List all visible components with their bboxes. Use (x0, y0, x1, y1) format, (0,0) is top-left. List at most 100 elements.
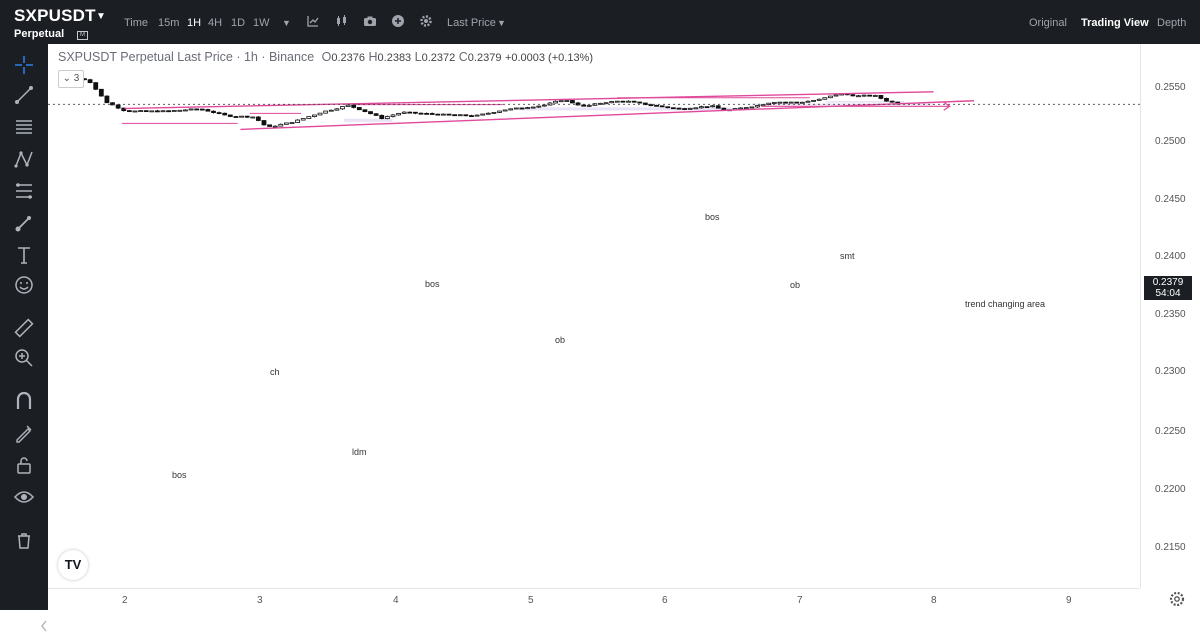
candle (805, 100, 811, 103)
time-axis-label: 9 (1066, 595, 1072, 606)
price-axis[interactable]: 0.2550 0.2500 0.2450 0.2400 0.2350 0.230… (1140, 44, 1200, 588)
zoom-in-icon[interactable] (13, 347, 35, 369)
horizontal-lines-icon[interactable] (13, 116, 35, 138)
legend-title: SXPUSDT Perpetual Last Price · 1h · Bina… (58, 50, 315, 64)
timeframe-more-chevron-icon[interactable]: ▼ (282, 18, 291, 28)
price-axis-label: 0.2500 (1155, 136, 1186, 147)
unlock-icon[interactable] (13, 454, 35, 476)
trend-arrow-head (943, 101, 951, 111)
pencil-lock-icon[interactable] (13, 422, 35, 444)
camera-icon[interactable] (363, 14, 377, 28)
bos-label: bos (705, 212, 720, 222)
candle (598, 102, 603, 105)
time-axis-label: 7 (797, 595, 803, 606)
candle (233, 116, 239, 118)
brush-icon[interactable] (13, 212, 35, 234)
candle (508, 108, 514, 111)
candle (570, 100, 575, 104)
tab-original[interactable]: Original (1029, 17, 1067, 29)
fib-icon[interactable] (13, 180, 35, 202)
candle (850, 94, 856, 97)
ruler-icon[interactable] (13, 317, 35, 339)
emoji-icon[interactable] (13, 274, 35, 296)
candle (463, 114, 469, 117)
tradingview-logo[interactable]: TV (58, 550, 88, 580)
candle (396, 113, 401, 116)
add-icon[interactable] (391, 14, 405, 28)
symbol-selector[interactable]: SXPUSDT (14, 6, 96, 25)
timeframe-1h[interactable]: 1H (187, 17, 202, 29)
candle (771, 101, 777, 104)
candle (525, 107, 530, 110)
candle (794, 101, 800, 104)
candle (833, 94, 839, 97)
timeframe-4h[interactable]: 4H (208, 17, 223, 29)
current-price: 0.2379 (1152, 277, 1184, 288)
candle (491, 112, 497, 114)
legend-collapse-button[interactable]: ⌄ 3 (58, 70, 84, 88)
time-axis-label: 3 (257, 595, 263, 606)
candle (715, 105, 721, 109)
price-chart[interactable] (48, 44, 1140, 588)
candle (884, 98, 889, 102)
trendline-icon[interactable] (13, 84, 35, 106)
legend-high-label: H (368, 50, 378, 64)
candle (384, 116, 390, 119)
timeframe-1d[interactable]: 1D (231, 17, 246, 29)
tab-depth[interactable]: Depth (1157, 17, 1187, 29)
text-icon[interactable] (13, 244, 35, 266)
candle (300, 118, 306, 121)
candle (199, 108, 205, 111)
crosshair-icon[interactable] (13, 54, 35, 76)
candle (441, 113, 446, 116)
candle (177, 109, 183, 112)
collapse-count: 3 (73, 73, 80, 84)
candle (87, 79, 93, 84)
candle (261, 120, 267, 126)
contract-badge: M (77, 31, 88, 40)
magnet-icon[interactable] (13, 390, 35, 412)
candle (828, 95, 833, 99)
timeframe-1w[interactable]: 1W (253, 17, 270, 29)
chart-area[interactable] (48, 44, 1140, 588)
candle (856, 95, 861, 98)
eye-icon[interactable] (13, 486, 35, 508)
timeframe-15m[interactable]: 15m (158, 17, 180, 29)
candle (446, 113, 452, 116)
time-axis-label: 2 (122, 595, 128, 606)
candle (513, 107, 519, 110)
chevron-down-icon[interactable]: ▼ (96, 11, 106, 22)
pattern-icon[interactable] (13, 148, 35, 170)
candle (373, 113, 379, 116)
ldm-zone (344, 118, 393, 123)
candle (452, 114, 458, 117)
trash-icon[interactable] (13, 529, 35, 551)
candle (171, 110, 177, 112)
timeframe-time[interactable]: Time (124, 17, 149, 29)
chart-legend: SXPUSDT Perpetual Last Price · 1h · Bina… (58, 50, 593, 64)
indicators-icon[interactable] (306, 14, 320, 28)
chart-settings-icon[interactable] (1168, 590, 1186, 608)
gear-icon[interactable] (419, 14, 433, 28)
collapse-toolbar-icon[interactable] (40, 620, 48, 632)
candle (665, 106, 671, 109)
candle (519, 107, 525, 110)
candle (211, 110, 216, 114)
tab-trading-view[interactable]: Trading View (1081, 17, 1149, 29)
chart-type-candles-icon[interactable] (335, 14, 349, 28)
candle (586, 104, 592, 107)
smt-zone (825, 100, 904, 103)
candle (126, 110, 132, 112)
candle (497, 110, 502, 113)
legend-open: 0.2376 (331, 52, 366, 64)
candle (323, 110, 329, 114)
price-type-select[interactable]: Last Price (447, 17, 496, 29)
candle (121, 107, 127, 111)
candle (788, 101, 794, 104)
candle (530, 106, 536, 109)
candle (155, 110, 160, 113)
price-type-chevron-icon[interactable]: ▼ (497, 18, 506, 28)
time-axis[interactable]: 2 3 4 5 6 7 8 9 (48, 588, 1140, 611)
candle (216, 112, 222, 115)
candle (687, 107, 693, 110)
